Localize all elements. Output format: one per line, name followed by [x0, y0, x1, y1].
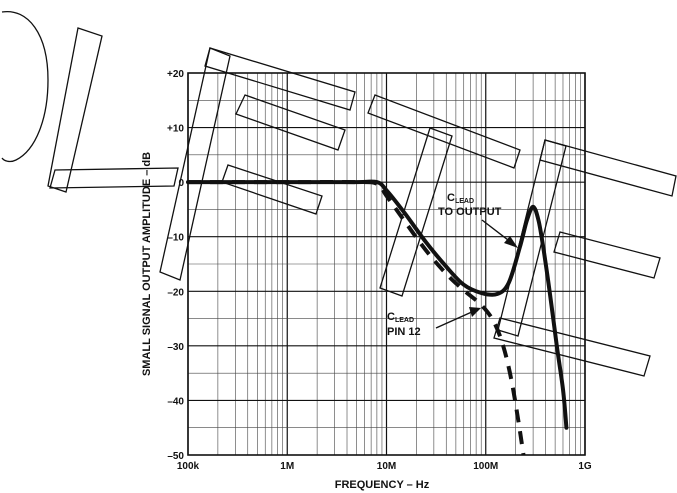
annotation-arrowhead-pin12 — [469, 307, 481, 317]
annotation-arrowhead-to-output — [504, 236, 518, 248]
y-tick-label: –40 — [167, 396, 184, 407]
obsolete-watermark — [1, 10, 677, 377]
curves — [186, 179, 569, 456]
x-tick-label: 1G — [578, 461, 592, 472]
watermark-letter-e2-bar-top — [539, 139, 677, 197]
y-tick-label: 0 — [178, 178, 184, 189]
x-tick-label: 1M — [280, 461, 294, 472]
grid — [187, 72, 586, 456]
y-tick-label: –30 — [167, 342, 184, 353]
x-axis-label: FREQUENCY – Hz — [335, 479, 430, 491]
watermark-letter-e1-stem — [159, 47, 231, 281]
annotation-clead-to-output: CLEAD TO OUTPUT — [438, 192, 502, 218]
series-line-solid — [186, 179, 569, 430]
watermark-letter-e2-bar-low — [493, 317, 651, 377]
watermark-letter-t-stem — [379, 127, 453, 297]
watermark-letter-o — [1, 10, 49, 163]
x-tick-label: 100k — [177, 461, 200, 472]
axis-labels: FREQUENCY – Hz SMALL SIGNAL OUTPUT AMPLI… — [141, 152, 430, 491]
watermark-letter-e1-bar-mid — [235, 94, 346, 151]
watermark-letter-t-bar — [367, 94, 521, 169]
plot-frame — [187, 72, 586, 456]
x-tick-label: 10M — [377, 461, 396, 472]
watermark-letter-e2-bar-mid — [553, 231, 661, 279]
y-tick-label: –10 — [167, 233, 184, 244]
annotation-arrow-pin12 — [435, 310, 475, 329]
y-axis-label: SMALL SIGNAL OUTPUT AMPLITUDE – dB — [141, 152, 153, 376]
y-tick-label: +10 — [167, 124, 184, 135]
annotation-arrow-to-output — [481, 219, 513, 244]
watermark-letter-b — [47, 27, 103, 193]
series-line-dashed — [188, 180, 526, 456]
watermark-letter-b-bar — [49, 167, 179, 189]
x-tick-label: 100M — [473, 461, 498, 472]
y-tick-label: +20 — [167, 69, 184, 80]
watermark-letter-e2-stem — [497, 139, 567, 337]
y-tick-label: –50 — [167, 451, 184, 462]
y-tick-label: –20 — [167, 287, 184, 298]
annotations: CLEAD TO OUTPUT CLEAD PIN 12 — [387, 192, 518, 338]
watermark-letter-e1-bar-low — [221, 164, 323, 215]
watermark-letter-e1-bar-top — [204, 47, 356, 111]
annotation-clead-pin12: CLEAD PIN 12 — [387, 311, 421, 338]
